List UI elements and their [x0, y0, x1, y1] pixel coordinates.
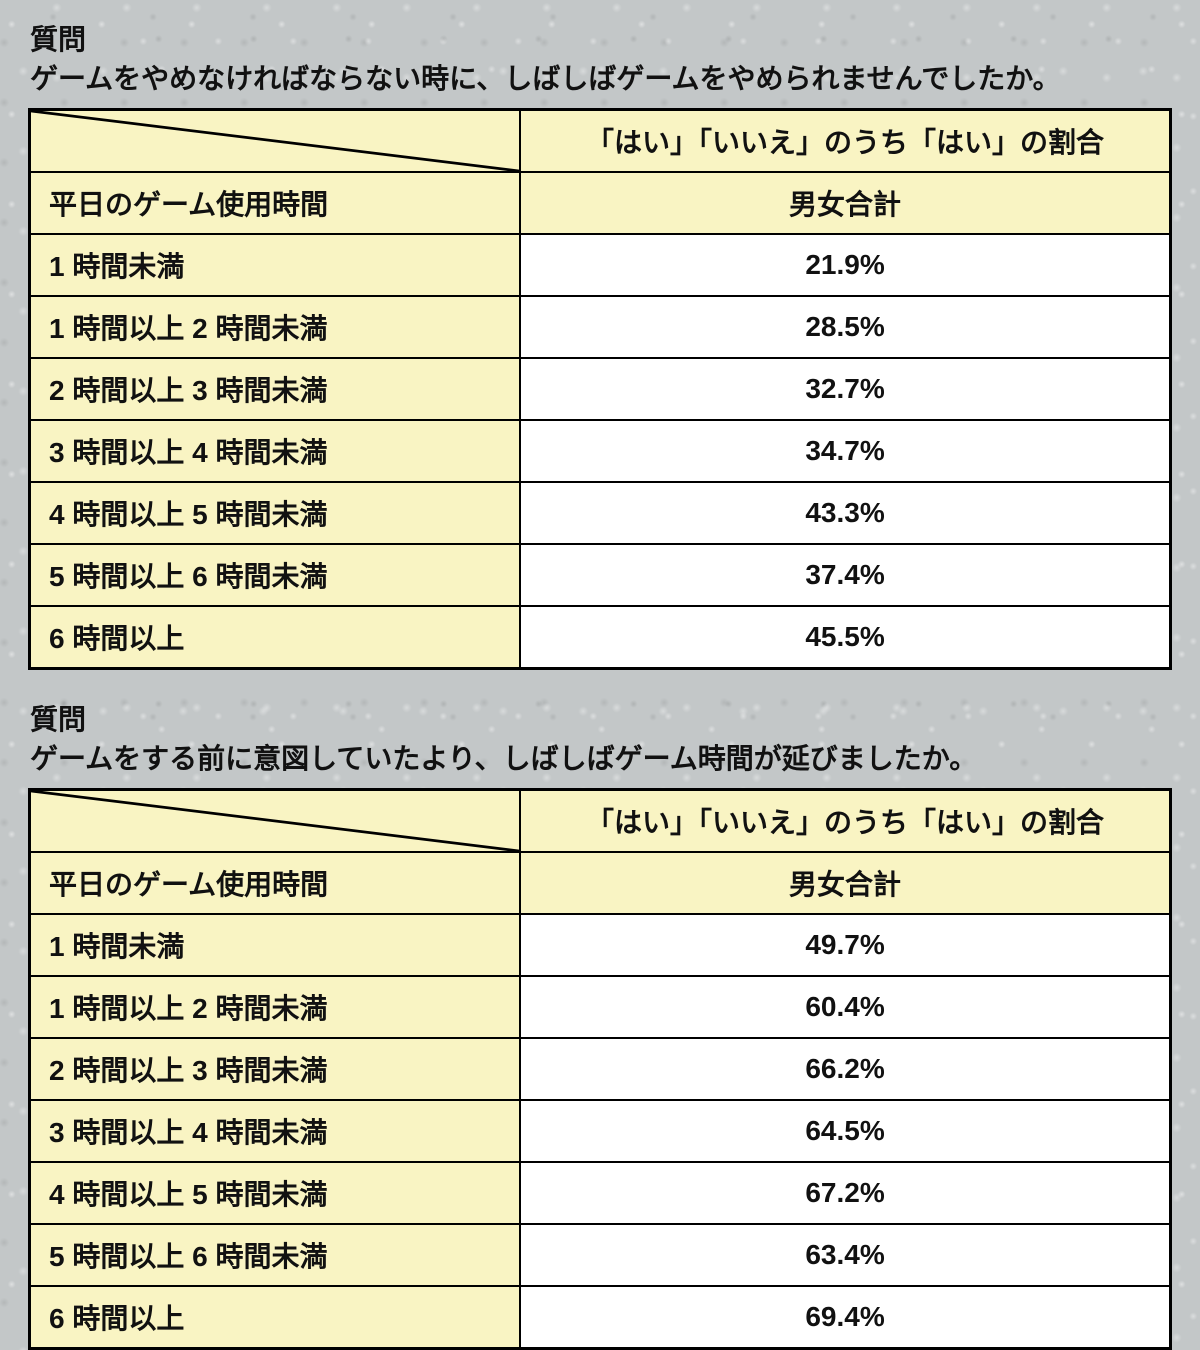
survey-section-2: 質問 ゲームをする前に意図していたより、しばしばゲーム時間が延びましたか。 「は…	[28, 698, 1172, 1350]
diagonal-header-cell	[30, 109, 521, 172]
row-value: 32.7%	[520, 358, 1170, 420]
table-row: 6 時間以上69.4%	[30, 1286, 1171, 1349]
diagonal-line-icon	[31, 791, 519, 851]
row-category: 2 時間以上 3 時間未満	[30, 358, 521, 420]
table-row: 5 時間以上 6 時間未満63.4%	[30, 1224, 1171, 1286]
header-yes-ratio: 「はい」「いいえ」のうち「はい」の割合	[520, 109, 1170, 172]
row-category: 6 時間以上	[30, 1286, 521, 1349]
question-text: ゲームをやめなければならない時に、しばしばゲームをやめられませんでしたか。	[30, 60, 1172, 98]
row-category: 3 時間以上 4 時間未満	[30, 420, 521, 482]
row-category: 4 時間以上 5 時間未満	[30, 482, 521, 544]
row-value: 37.4%	[520, 544, 1170, 606]
col-axis-label: 男女合計	[520, 852, 1170, 914]
survey-table-2: 「はい」「いいえ」のうち「はい」の割合 平日のゲーム使用時間 男女合計 1 時間…	[28, 788, 1172, 1350]
row-category: 4 時間以上 5 時間未満	[30, 1162, 521, 1224]
row-category: 5 時間以上 6 時間未満	[30, 544, 521, 606]
diagonal-line-icon	[31, 111, 519, 171]
table-row: 3 時間以上 4 時間未満64.5%	[30, 1100, 1171, 1162]
row-value: 34.7%	[520, 420, 1170, 482]
row-value: 69.4%	[520, 1286, 1170, 1349]
table-header-row: 「はい」「いいえ」のうち「はい」の割合	[30, 109, 1171, 172]
table-row: 3 時間以上 4 時間未満34.7%	[30, 420, 1171, 482]
question-label: 質問	[30, 698, 1172, 738]
row-category: 2 時間以上 3 時間未満	[30, 1038, 521, 1100]
table-row: 4 時間以上 5 時間未満67.2%	[30, 1162, 1171, 1224]
row-value: 43.3%	[520, 482, 1170, 544]
col-axis-label: 男女合計	[520, 172, 1170, 234]
row-category: 5 時間以上 6 時間未満	[30, 1224, 521, 1286]
table-row: 2 時間以上 3 時間未満66.2%	[30, 1038, 1171, 1100]
table-row: 4 時間以上 5 時間未満43.3%	[30, 482, 1171, 544]
header-yes-ratio: 「はい」「いいえ」のうち「はい」の割合	[520, 789, 1170, 852]
row-value: 66.2%	[520, 1038, 1170, 1100]
table-row: 2 時間以上 3 時間未満32.7%	[30, 358, 1171, 420]
row-value: 67.2%	[520, 1162, 1170, 1224]
table-row: 1 時間以上 2 時間未満28.5%	[30, 296, 1171, 358]
row-value: 64.5%	[520, 1100, 1170, 1162]
table-row: 5 時間以上 6 時間未満37.4%	[30, 544, 1171, 606]
survey-table-1: 「はい」「いいえ」のうち「はい」の割合 平日のゲーム使用時間 男女合計 1 時間…	[28, 108, 1172, 670]
question-text: ゲームをする前に意図していたより、しばしばゲーム時間が延びましたか。	[30, 740, 1172, 778]
row-category: 1 時間以上 2 時間未満	[30, 976, 521, 1038]
row-axis-label: 平日のゲーム使用時間	[30, 172, 521, 234]
table-subheader-row: 平日のゲーム使用時間 男女合計	[30, 852, 1171, 914]
table-row: 1 時間未満49.7%	[30, 914, 1171, 976]
survey-section-1: 質問 ゲームをやめなければならない時に、しばしばゲームをやめられませんでしたか。…	[28, 18, 1172, 670]
row-category: 6 時間以上	[30, 606, 521, 669]
table-row: 1 時間以上 2 時間未満60.4%	[30, 976, 1171, 1038]
row-category: 1 時間未満	[30, 234, 521, 296]
row-value: 21.9%	[520, 234, 1170, 296]
table-row: 1 時間未満21.9%	[30, 234, 1171, 296]
row-value: 63.4%	[520, 1224, 1170, 1286]
table-row: 6 時間以上45.5%	[30, 606, 1171, 669]
row-value: 49.7%	[520, 914, 1170, 976]
table-subheader-row: 平日のゲーム使用時間 男女合計	[30, 172, 1171, 234]
diagonal-header-cell	[30, 789, 521, 852]
row-axis-label: 平日のゲーム使用時間	[30, 852, 521, 914]
table-header-row: 「はい」「いいえ」のうち「はい」の割合	[30, 789, 1171, 852]
row-category: 3 時間以上 4 時間未満	[30, 1100, 521, 1162]
question-label: 質問	[30, 18, 1172, 58]
row-value: 45.5%	[520, 606, 1170, 669]
row-value: 60.4%	[520, 976, 1170, 1038]
row-value: 28.5%	[520, 296, 1170, 358]
row-category: 1 時間以上 2 時間未満	[30, 296, 521, 358]
row-category: 1 時間未満	[30, 914, 521, 976]
